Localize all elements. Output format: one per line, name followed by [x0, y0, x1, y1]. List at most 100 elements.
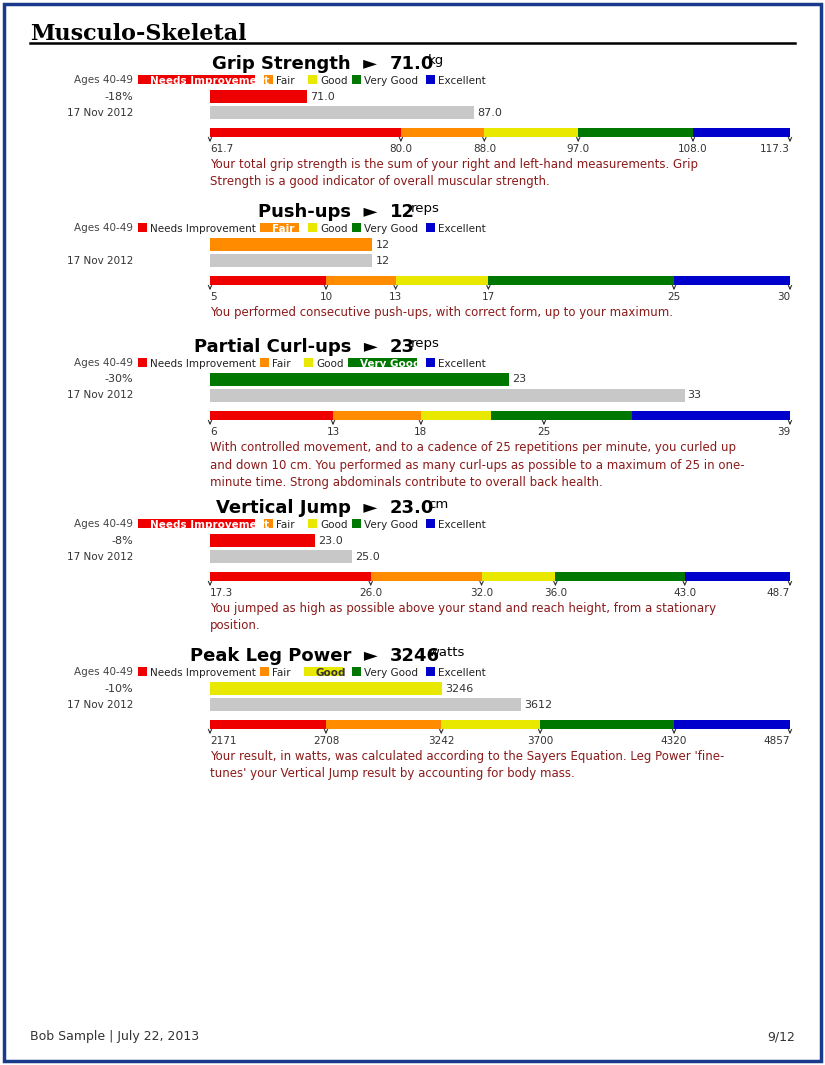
- Text: 3700: 3700: [527, 736, 554, 746]
- Text: 17 Nov 2012: 17 Nov 2012: [67, 256, 133, 265]
- Text: Ages 40-49: Ages 40-49: [74, 75, 133, 85]
- Text: 12: 12: [375, 256, 389, 265]
- Text: 17: 17: [482, 292, 495, 302]
- Bar: [304, 667, 313, 676]
- Bar: [352, 667, 361, 676]
- Bar: [426, 667, 435, 676]
- Text: 30: 30: [777, 292, 790, 302]
- Text: Excellent: Excellent: [438, 359, 486, 368]
- Text: 13: 13: [327, 427, 340, 437]
- Text: Excellent: Excellent: [438, 668, 486, 678]
- Bar: [264, 519, 273, 528]
- Bar: [210, 682, 442, 695]
- Bar: [313, 667, 343, 676]
- Bar: [138, 75, 147, 84]
- Bar: [308, 75, 317, 84]
- Text: 71.0: 71.0: [390, 55, 435, 73]
- Bar: [210, 106, 474, 119]
- Bar: [147, 519, 255, 528]
- Text: Fair: Fair: [276, 76, 295, 86]
- Text: 6: 6: [210, 427, 217, 437]
- Bar: [333, 411, 421, 420]
- Text: 48.7: 48.7: [766, 588, 790, 599]
- Text: 23.0: 23.0: [318, 536, 343, 545]
- Bar: [264, 75, 273, 84]
- Bar: [308, 223, 317, 232]
- Text: Ages 40-49: Ages 40-49: [74, 223, 133, 233]
- Bar: [210, 550, 352, 563]
- Text: Grip Strength  ►: Grip Strength ►: [213, 55, 390, 73]
- Text: 87.0: 87.0: [477, 108, 502, 117]
- Bar: [370, 572, 482, 581]
- Bar: [210, 373, 509, 386]
- Bar: [426, 223, 435, 232]
- Bar: [260, 223, 269, 232]
- Bar: [488, 276, 674, 285]
- Bar: [352, 75, 361, 84]
- Text: 33: 33: [687, 391, 701, 400]
- Text: 25.0: 25.0: [356, 552, 380, 561]
- Bar: [210, 91, 307, 103]
- Text: 2171: 2171: [210, 736, 237, 746]
- Bar: [426, 519, 435, 528]
- Bar: [308, 519, 317, 528]
- Text: 25: 25: [537, 427, 550, 437]
- Text: Excellent: Excellent: [438, 520, 486, 530]
- Bar: [210, 411, 333, 420]
- Bar: [578, 128, 693, 137]
- Bar: [138, 358, 147, 367]
- Text: -18%: -18%: [104, 92, 133, 101]
- Text: reps: reps: [411, 202, 440, 215]
- Bar: [396, 276, 488, 285]
- Bar: [685, 572, 790, 581]
- Bar: [426, 358, 435, 367]
- Text: 26.0: 26.0: [359, 588, 382, 599]
- Text: Needs Improvement: Needs Improvement: [150, 224, 256, 234]
- Bar: [491, 411, 632, 420]
- Bar: [674, 276, 790, 285]
- Text: 10: 10: [319, 292, 332, 302]
- Text: 3612: 3612: [524, 700, 552, 709]
- Text: Very Good: Very Good: [364, 224, 418, 234]
- Text: 23: 23: [390, 338, 415, 356]
- Bar: [138, 667, 147, 676]
- Text: reps: reps: [411, 337, 440, 350]
- Bar: [147, 75, 255, 84]
- Bar: [210, 237, 372, 251]
- Text: 4857: 4857: [763, 736, 790, 746]
- Bar: [210, 572, 370, 581]
- Text: With controlled movement, and to a cadence of 25 repetitions per minute, you cur: With controlled movement, and to a caden…: [210, 441, 745, 489]
- Bar: [693, 128, 790, 137]
- Bar: [210, 534, 315, 547]
- Text: Peak Leg Power  ►: Peak Leg Power ►: [190, 648, 390, 665]
- Bar: [210, 698, 521, 711]
- Text: Excellent: Excellent: [438, 76, 486, 86]
- Bar: [210, 253, 372, 267]
- Text: Musculo-Skeletal: Musculo-Skeletal: [30, 23, 247, 45]
- Text: 23.0: 23.0: [390, 499, 435, 517]
- Text: Needs Improvement: Needs Improvement: [150, 359, 256, 368]
- Text: 17 Nov 2012: 17 Nov 2012: [67, 552, 133, 561]
- Text: You performed consecutive push-ups, with correct form, up to your maximum.: You performed consecutive push-ups, with…: [210, 306, 673, 320]
- Text: 12: 12: [375, 240, 389, 249]
- Text: Ages 40-49: Ages 40-49: [74, 519, 133, 529]
- Bar: [138, 519, 147, 528]
- Bar: [210, 389, 685, 402]
- Text: 4320: 4320: [661, 736, 687, 746]
- Text: 17 Nov 2012: 17 Nov 2012: [67, 700, 133, 709]
- Text: Needs Improvement: Needs Improvement: [150, 668, 256, 678]
- Text: Fair: Fair: [272, 224, 295, 234]
- Text: 3242: 3242: [428, 736, 455, 746]
- Bar: [632, 411, 790, 420]
- Text: Partial Curl-ups  ►: Partial Curl-ups ►: [194, 338, 390, 356]
- Text: Excellent: Excellent: [438, 224, 486, 234]
- Text: Your total grip strength is the sum of your right and left-hand measurements. Gr: Your total grip strength is the sum of y…: [210, 158, 698, 189]
- Text: Fair: Fair: [272, 359, 290, 368]
- Text: Very Good: Very Good: [364, 520, 418, 530]
- Text: 17 Nov 2012: 17 Nov 2012: [67, 391, 133, 400]
- Text: 3246: 3246: [390, 648, 440, 665]
- Text: 39: 39: [777, 427, 790, 437]
- Text: watts: watts: [428, 646, 464, 659]
- Bar: [426, 75, 435, 84]
- Bar: [326, 720, 441, 730]
